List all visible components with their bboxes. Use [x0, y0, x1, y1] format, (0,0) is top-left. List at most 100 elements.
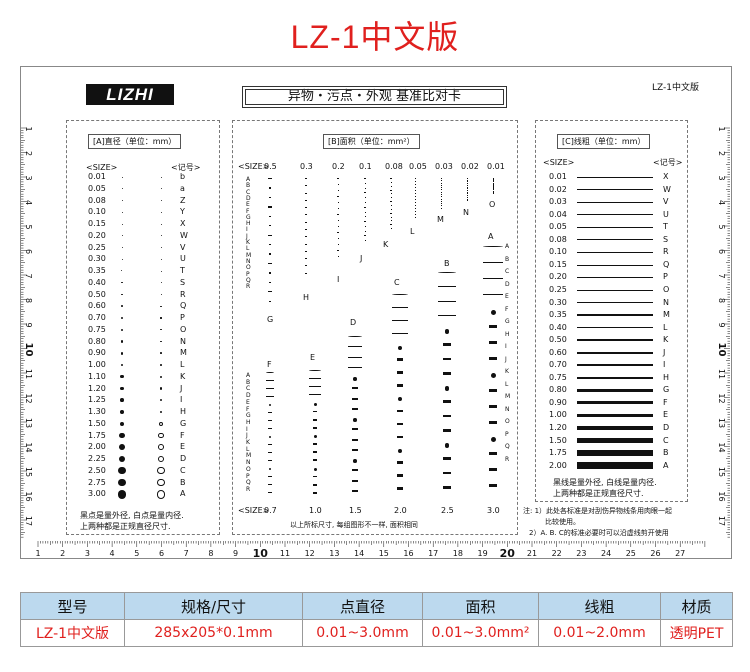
ruler-number: 9: [717, 322, 726, 327]
diameter-size-label: 1.25: [88, 395, 106, 405]
area-side-letter: E: [505, 293, 509, 300]
line-code-label: S: [663, 234, 669, 244]
ruler-number: 9: [233, 549, 238, 558]
diameter-size-label: 1.50: [88, 418, 106, 428]
line-sample: [577, 401, 653, 405]
area-mark: [364, 235, 366, 237]
area-mark: [268, 234, 272, 236]
area-side-letter: B: [246, 378, 251, 386]
ruler-number: 16: [24, 491, 33, 501]
area-mark: [312, 475, 318, 478]
diameter-size-label: 0.60: [88, 301, 106, 311]
area-mark: [347, 346, 363, 348]
diameter-white-dot: [160, 282, 162, 284]
area-group-letter: H: [303, 293, 310, 302]
line-size-label: 1.75: [549, 448, 567, 458]
diameter-size-label: 0.01: [88, 172, 106, 181]
ruler-number: 14: [24, 442, 33, 452]
ruler-number: 8: [208, 549, 213, 558]
diameter-code-label: F: [180, 430, 185, 440]
spec-table: 型号 规格/尺寸 点直径 面积 线粗 材质 LZ-1中文版 285x205*0.…: [20, 592, 733, 647]
area-side-letter: G: [246, 213, 251, 221]
brand-logo: LIZHI: [86, 84, 174, 105]
line-sample: [577, 252, 653, 253]
area-side-letter: O: [246, 264, 251, 272]
area-mark: [269, 253, 271, 255]
area-mark: [305, 250, 307, 252]
footnote-3: 2）A. B. C的标准必要时可以沿虚线剪开使用: [529, 529, 669, 537]
area-mark: [312, 491, 318, 494]
area-group-letter: L: [410, 227, 415, 236]
diameter-code-label: Y: [180, 207, 185, 217]
ruler-number: 12: [305, 549, 315, 558]
area-side-letter: B: [505, 255, 510, 263]
diameter-code-label: W: [180, 230, 188, 240]
line-sample: [577, 339, 653, 341]
line-sample: [577, 351, 653, 354]
ruler-number: 3: [24, 175, 33, 180]
area-mark: [443, 400, 451, 403]
area-mark: [337, 220, 339, 221]
area-mark: [390, 181, 392, 183]
area-mark: [304, 221, 308, 223]
ruler-number: 19: [478, 549, 488, 558]
area-mark: [337, 196, 339, 197]
ruler-number: 5: [24, 224, 33, 229]
diameter-black-dot: [119, 432, 125, 439]
diameter-black-dot: [117, 489, 127, 499]
area-mark: [268, 476, 272, 478]
footnote-2: 比较使用。: [545, 518, 580, 526]
area-mark: [489, 452, 497, 456]
area-mark: [268, 206, 272, 208]
diameter-black-dot: [121, 247, 123, 248]
area-mark: [309, 370, 321, 371]
diameter-size-label: 1.75: [88, 430, 106, 440]
area-side-letter: A: [246, 176, 251, 183]
diameter-code-label: L: [180, 360, 185, 369]
diameter-white-dot: [158, 432, 164, 439]
area-side-letter: P: [505, 430, 509, 438]
line-size-label: 2.00: [549, 460, 567, 470]
area-side-letter: J: [246, 432, 248, 440]
area-group-letter: M: [437, 215, 444, 224]
area-mark: [268, 436, 272, 439]
diameter-black-dot: [121, 211, 123, 213]
area-bottom-size: 2.5: [441, 506, 454, 515]
ruler-number: 10: [23, 343, 34, 357]
ruler-number: 12: [717, 393, 726, 403]
diameter-black-dot: [118, 467, 126, 475]
area-mark: [397, 448, 403, 453]
spec-header-row: 型号 规格/尺寸 点直径 面积 线粗 材质: [20, 592, 733, 620]
ruler-number: 6: [159, 549, 164, 558]
ruler-number: 11: [280, 549, 290, 558]
area-mark: [396, 371, 404, 374]
area-mark: [364, 182, 366, 184]
area-mark: [390, 212, 392, 214]
area-mark: [364, 211, 366, 213]
area-group-letter: E: [310, 353, 316, 362]
area-mark: [444, 329, 450, 334]
area-mark: [364, 178, 366, 179]
diameter-black-dot: [120, 328, 124, 331]
line-code-label: N: [663, 297, 669, 307]
line-size-label: 0.90: [549, 397, 567, 407]
ruler-number: 21: [527, 549, 537, 558]
diameter-white-dot: [160, 352, 162, 355]
line-sample: [577, 462, 653, 469]
diameter-size-heading: <SIZE>: [86, 163, 118, 172]
area-mark: [390, 201, 392, 202]
diameter-code-label: V: [180, 242, 186, 252]
diameter-white-dot: [160, 270, 162, 272]
diameter-white-dot: [160, 317, 162, 319]
ruler-number: 17: [717, 516, 726, 526]
footnote-1: 注: 1）此处各标准是对刮伤异物线条用肉眼一起: [523, 507, 673, 515]
area-mark: [437, 286, 457, 288]
area-mark: [396, 474, 404, 477]
diameter-black-dot: [120, 375, 124, 379]
spec-header-area: 面积: [422, 592, 539, 620]
area-mark: [309, 378, 321, 380]
area-mark: [337, 214, 339, 215]
diameter-black-dot: [119, 421, 125, 426]
area-bottom-size: 1.5: [349, 506, 362, 515]
